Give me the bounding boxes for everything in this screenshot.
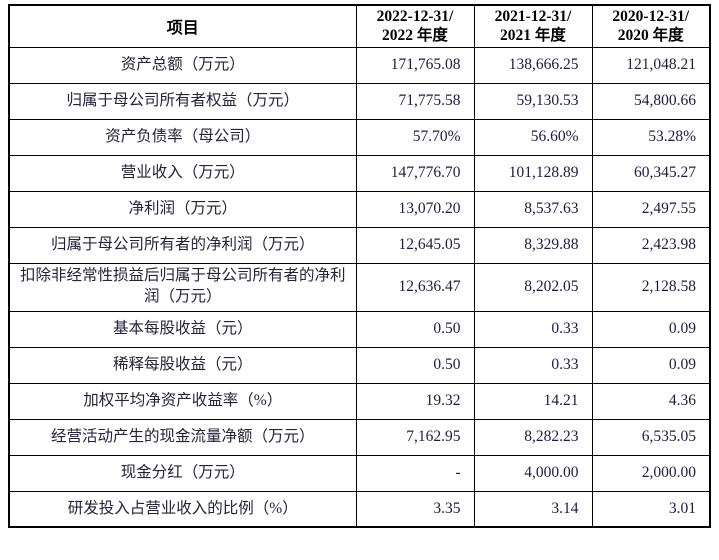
value-2020: 2,423.98 [591,226,711,264]
value-2021: 4,000.00 [473,454,593,492]
period-year: 2022 年度 [382,27,448,45]
row-label: 现金分红（万元） [8,454,357,492]
value-2022: 12,636.47 [355,262,475,312]
value-2020: 3.01 [591,490,711,528]
row-label: 稀释每股收益（元） [8,346,357,384]
value-2022: 19.32 [355,382,475,420]
value-2020: 2,128.58 [591,262,711,312]
row-label: 归属于母公司所有者权益（万元） [8,82,357,120]
table-row-rd-ratio: 研发投入占营业收入的比例（%） 3.35 3.14 3.01 [8,490,711,528]
value-2020: 53.28% [591,118,711,156]
row-label: 研发投入占营业收入的比例（%） [8,490,357,528]
value-2022: - [355,454,475,492]
value-2021: 3.14 [473,490,593,528]
value-2022: 171,765.08 [355,46,475,84]
value-2021: 8,202.05 [473,262,593,312]
table-row-net-profit-excl-nonrecurring: 扣除非经常性损益后归属于母公司所有者的净利润（万元） 12,636.47 8,2… [8,262,711,312]
row-label: 资产总额（万元） [8,46,357,84]
period-date: 2022-12-31/ [376,8,454,25]
value-2022: 12,645.05 [355,226,475,264]
period-date: 2021-12-31/ [494,8,572,25]
row-label: 归属于母公司所有者的净利润（万元） [8,226,357,264]
value-2021: 0.33 [473,346,593,384]
column-header-2022: 2022-12-31/ 2022 年度 [355,4,475,48]
row-label: 加权平均净资产收益率（%） [8,382,357,420]
row-label: 净利润（万元） [8,190,357,228]
value-2022: 0.50 [355,346,475,384]
value-2020: 54,800.66 [591,82,711,120]
row-label: 基本每股收益（元） [8,310,357,348]
value-2022: 147,776.70 [355,154,475,192]
table-row-operating-cash-flow: 经营活动产生的现金流量净额（万元） 7,162.95 8,282.23 6,53… [8,418,711,456]
column-header-2021: 2021-12-31/ 2021 年度 [473,4,593,48]
page: 项目 2022-12-31/ 2022 年度 2021-12-31/ 2021 … [8,4,711,529]
table-row-diluted-eps: 稀释每股收益（元） 0.50 0.33 0.09 [8,346,711,384]
table-row-debt-ratio: 资产负债率（母公司） 57.70% 56.60% 53.28% [8,118,711,156]
value-2021: 138,666.25 [473,46,593,84]
value-2021: 56.60% [473,118,593,156]
column-header-item: 项目 [8,4,357,48]
value-2020: 4.36 [591,382,711,420]
value-2020: 2,000.00 [591,454,711,492]
row-label: 扣除非经常性损益后归属于母公司所有者的净利润（万元） [8,262,357,312]
period-year: 2020 年度 [617,27,684,45]
value-2021: 8,282.23 [473,418,593,456]
table-row-net-profit: 净利润（万元） 13,070.20 8,537.63 2,497.55 [8,190,711,228]
value-2021: 101,128.89 [473,154,593,192]
table-header-row: 项目 2022-12-31/ 2022 年度 2021-12-31/ 2021 … [8,4,711,48]
value-2020: 60,345.27 [591,154,711,192]
period-date: 2020-12-31/ [612,8,690,25]
value-2020: 121,048.21 [591,46,711,84]
value-2022: 71,775.58 [355,82,475,120]
value-2022: 7,162.95 [355,418,475,456]
row-label: 资产负债率（母公司） [8,118,357,156]
table-row-weighted-roe: 加权平均净资产收益率（%） 19.32 14.21 4.36 [8,382,711,420]
value-2021: 8,537.63 [473,190,593,228]
value-2022: 57.70% [355,118,475,156]
value-2021: 14.21 [473,382,593,420]
value-2022: 3.35 [355,490,475,528]
row-label: 营业收入（万元） [8,154,357,192]
financial-summary-table: 项目 2022-12-31/ 2022 年度 2021-12-31/ 2021 … [8,4,711,529]
value-2021: 8,329.88 [473,226,593,264]
table-row-revenue: 营业收入（万元） 147,776.70 101,128.89 60,345.27 [8,154,711,192]
table-row-total-assets: 资产总额（万元） 171,765.08 138,666.25 121,048.2… [8,46,711,84]
value-2020: 2,497.55 [591,190,711,228]
table-row-basic-eps: 基本每股收益（元） 0.50 0.33 0.09 [8,310,711,348]
column-header-2020: 2020-12-31/ 2020 年度 [591,4,711,48]
table-row-parent-net-profit: 归属于母公司所有者的净利润（万元） 12,645.05 8,329.88 2,4… [8,226,711,264]
value-2020: 0.09 [591,346,711,384]
period-year: 2021 年度 [500,27,566,45]
value-2021: 59,130.53 [473,82,593,120]
row-label: 经营活动产生的现金流量净额（万元） [8,418,357,456]
value-2022: 0.50 [355,310,475,348]
value-2022: 13,070.20 [355,190,475,228]
table-row-parent-equity: 归属于母公司所有者权益（万元） 71,775.58 59,130.53 54,8… [8,82,711,120]
value-2021: 0.33 [473,310,593,348]
value-2020: 6,535.05 [591,418,711,456]
value-2020: 0.09 [591,310,711,348]
table-row-cash-dividend: 现金分红（万元） - 4,000.00 2,000.00 [8,454,711,492]
